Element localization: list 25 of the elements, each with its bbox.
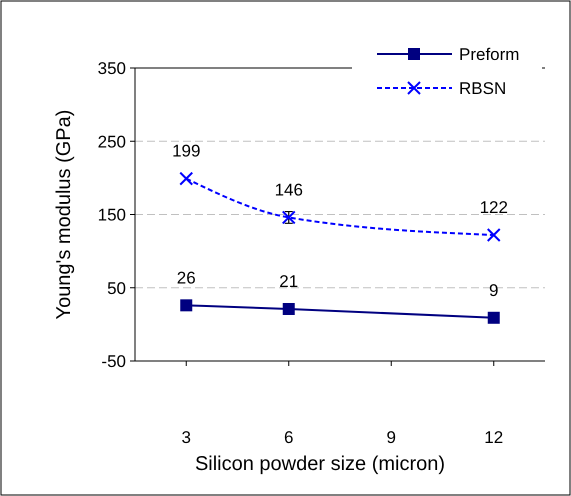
data-label: 26: [176, 268, 196, 288]
point: [486, 228, 501, 242]
data-label: 21: [279, 272, 298, 291]
point: [180, 299, 192, 312]
data-label: 199: [172, 142, 200, 161]
data-label: 146: [274, 180, 303, 200]
x-tick-label: 3: [182, 428, 191, 447]
x-tick-label: 12: [484, 428, 504, 447]
legend-label: Preform: [459, 45, 520, 64]
x-axis-title: Silicon powder size (micron): [194, 453, 446, 475]
data-label: 122: [480, 198, 508, 218]
point: [282, 210, 296, 224]
point: [179, 172, 194, 186]
point: [488, 312, 500, 324]
y-tick-label: -50: [101, 352, 126, 371]
legend-label: RBSN: [459, 79, 506, 98]
y-tick-label: 150: [98, 206, 126, 224]
y-axis-title: Young's modulus (GPa): [53, 110, 75, 320]
point: [282, 302, 295, 315]
y-tick-label: 50: [107, 278, 126, 298]
x-tick-label: 9: [386, 428, 396, 447]
data-label: 9: [489, 280, 498, 300]
y-tick-label: 350: [98, 59, 126, 78]
x-tick-label: 6: [284, 428, 294, 447]
y-tick-label: 250: [98, 132, 126, 152]
